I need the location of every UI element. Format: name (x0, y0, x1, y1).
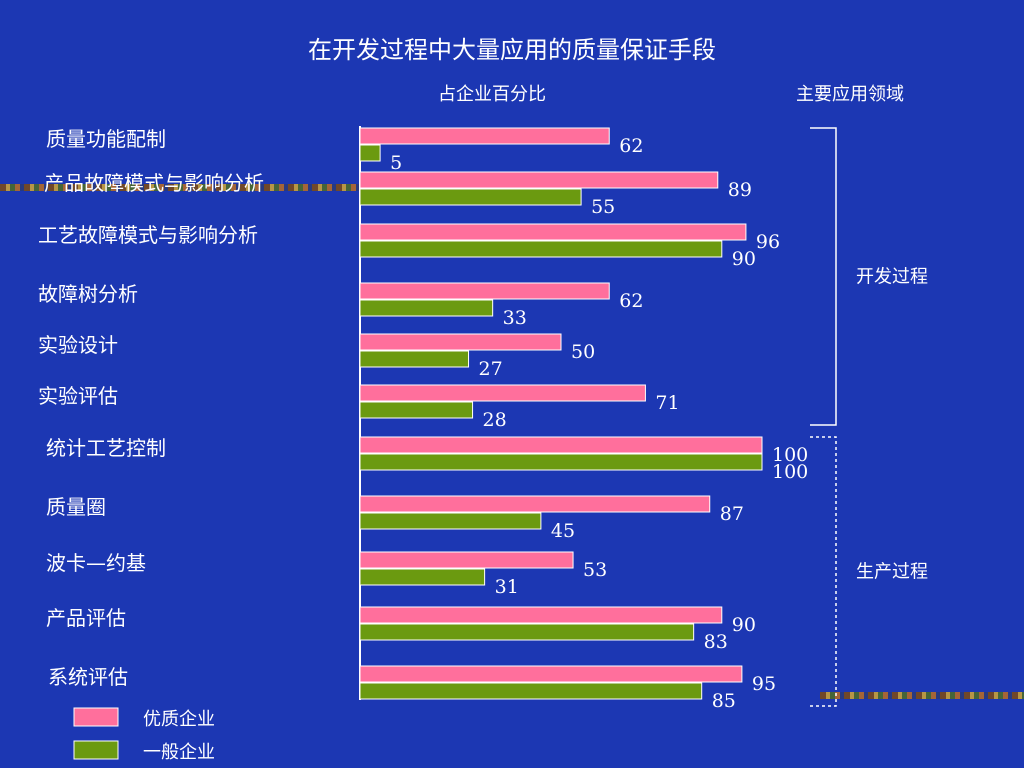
data-label: 27 (479, 358, 503, 380)
data-label: 100 (772, 461, 808, 483)
data-label: 89 (728, 179, 752, 201)
bar-average (359, 144, 381, 162)
data-label: 50 (571, 341, 595, 363)
data-label: 90 (732, 248, 756, 270)
group-bracket (810, 436, 837, 707)
bar-average (359, 350, 470, 368)
category-label: 实验评估 (38, 384, 118, 408)
data-label: 5 (390, 152, 402, 174)
data-label: 87 (720, 503, 744, 525)
bar-average (359, 512, 542, 530)
bar-average (359, 299, 494, 317)
group-label: 开发过程 (856, 267, 928, 288)
bar-average (359, 401, 474, 419)
data-label: 100 (772, 444, 808, 466)
bar-average (359, 623, 695, 641)
legend-swatch (73, 740, 119, 760)
bar-premium (359, 436, 763, 454)
group-label: 生产过程 (856, 562, 928, 583)
decor-strip-left (0, 184, 360, 191)
data-label: 31 (495, 576, 519, 598)
category-label: 质量功能配制 (46, 127, 166, 151)
axis-subhead: 占企业百分比 (438, 84, 546, 105)
data-label: 33 (503, 307, 527, 329)
bar-premium (359, 495, 711, 513)
category-label: 工艺故障模式与影响分析 (38, 223, 258, 247)
bar-average (359, 453, 763, 471)
data-label: 90 (732, 614, 756, 636)
legend-swatch (73, 707, 119, 727)
data-label: 96 (756, 231, 780, 253)
group-bracket (810, 127, 837, 426)
data-label: 85 (712, 690, 736, 712)
data-label: 71 (655, 392, 679, 414)
bar-premium (359, 127, 610, 145)
category-label: 波卡—约基 (46, 551, 146, 575)
bar-premium (359, 171, 719, 189)
bar-premium (359, 665, 743, 683)
decor-strip-right (820, 692, 1024, 699)
data-label: 62 (619, 290, 643, 312)
bar-premium (359, 606, 723, 624)
bar-premium (359, 223, 747, 241)
category-label: 产品故障模式与影响分析 (44, 171, 264, 195)
bar-average (359, 682, 703, 700)
category-label: 产品评估 (46, 606, 126, 630)
legend-label: 一般企业 (143, 742, 215, 763)
data-label: 45 (551, 520, 575, 542)
data-label: 28 (483, 409, 507, 431)
category-label: 实验设计 (38, 333, 118, 357)
bar-premium (359, 551, 574, 569)
group-subhead: 主要应用领域 (796, 84, 904, 105)
bar-average (359, 240, 723, 258)
data-label: 83 (704, 631, 728, 653)
bar-premium (359, 333, 562, 351)
data-label: 95 (752, 673, 776, 695)
category-label: 故障树分析 (38, 282, 138, 306)
category-label: 系统评估 (48, 665, 128, 689)
category-label: 质量圈 (46, 495, 106, 519)
bar-average (359, 568, 486, 586)
data-label: 62 (619, 135, 643, 157)
category-label: 统计工艺控制 (46, 436, 166, 460)
bar-premium (359, 282, 610, 300)
data-label: 55 (591, 196, 615, 218)
bar-average (359, 188, 582, 206)
legend-label: 优质企业 (143, 709, 215, 730)
page-title: 在开发过程中大量应用的质量保证手段 (308, 36, 716, 64)
data-label: 53 (583, 559, 607, 581)
bar-premium (359, 384, 646, 402)
